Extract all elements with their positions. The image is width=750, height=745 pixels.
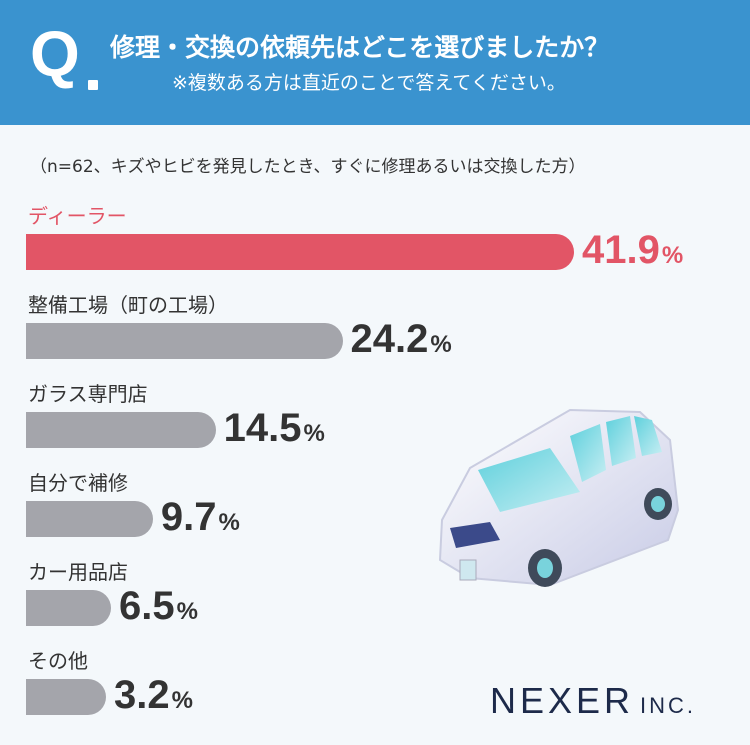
bar-value: 41.9% bbox=[582, 230, 683, 270]
question-subtitle: ※複数ある方は直近のことで答えてください。 bbox=[172, 72, 566, 94]
bar bbox=[26, 412, 216, 448]
bar-label: その他 bbox=[28, 649, 88, 673]
sample-note: （n=62、キズやヒビを発見したとき、すぐに修理あるいは交換した方） bbox=[30, 157, 586, 177]
q-dot bbox=[88, 80, 98, 90]
bar-value-number: 6.5 bbox=[119, 584, 175, 628]
bar-value-unit: % bbox=[430, 331, 452, 358]
bar-value-unit: % bbox=[171, 687, 193, 714]
bar-label: 自分で補修 bbox=[28, 471, 128, 495]
bar-label: カー用品店 bbox=[28, 560, 128, 584]
car-illustration bbox=[438, 408, 680, 587]
bar bbox=[26, 679, 106, 715]
bar-value: 24.2% bbox=[351, 319, 452, 359]
bar bbox=[26, 590, 111, 626]
bar-value-unit: % bbox=[218, 509, 240, 536]
bar bbox=[26, 323, 343, 359]
bar-value: 14.5% bbox=[224, 408, 325, 448]
bar-value-number: 24.2 bbox=[350, 317, 429, 361]
bar-value-number: 3.2 bbox=[114, 673, 170, 717]
bar-value-unit: % bbox=[176, 598, 198, 625]
bar-value-number: 9.7 bbox=[160, 495, 217, 539]
logo-main: NEXER bbox=[490, 680, 635, 721]
question-header: Q 修理・交換の依頼先はどこを選びましたか？ ※複数ある方は直近のことで答えてく… bbox=[0, 0, 750, 125]
bar bbox=[26, 234, 574, 270]
bar-value: 6.5% bbox=[119, 586, 198, 626]
bar-value: 9.7% bbox=[161, 497, 240, 537]
bar-value-number: 14.5 bbox=[223, 406, 302, 450]
question-title: 修理・交換の依頼先はどこを選びましたか？ bbox=[110, 33, 610, 62]
bar-value: 3.2% bbox=[114, 675, 193, 715]
bar bbox=[26, 501, 153, 537]
bar-value-unit: % bbox=[303, 420, 325, 447]
logo-inc: INC. bbox=[640, 693, 697, 718]
bar-label: ディーラー bbox=[28, 204, 127, 228]
bar-value-unit: % bbox=[661, 242, 684, 269]
bar-label: 整備工場（町の工場） bbox=[28, 293, 228, 317]
nexer-logo: NEXER INC. bbox=[490, 680, 696, 722]
bar-value-number: 41.9 bbox=[582, 228, 660, 272]
q-mark: Q bbox=[30, 18, 80, 90]
bar-label: ガラス専門店 bbox=[28, 382, 148, 406]
